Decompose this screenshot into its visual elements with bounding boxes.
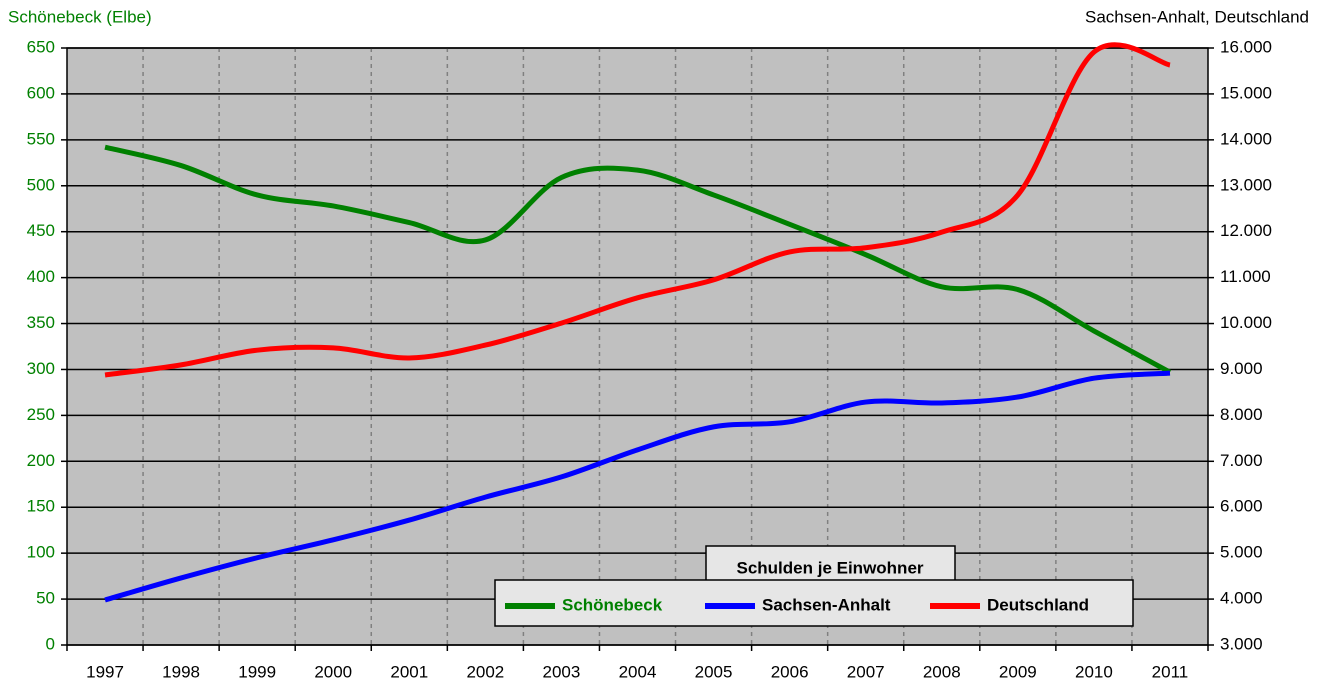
- y-tick-label: 600: [27, 83, 55, 102]
- y-tick-label: 550: [27, 129, 55, 148]
- y2-tick-label: 8.000: [1220, 405, 1263, 424]
- y2-tick-label: 14.000: [1220, 129, 1272, 148]
- y-tick-label: 50: [36, 589, 55, 608]
- legend-box: [494, 579, 1134, 627]
- x-tick-label: 1998: [162, 662, 200, 681]
- y2-tick-label: 5.000: [1220, 543, 1263, 562]
- x-tick-label: 1997: [86, 662, 124, 681]
- y-tick-label: 200: [27, 451, 55, 470]
- y2-tick-label: 15.000: [1220, 83, 1272, 102]
- x-tick-label: 2007: [847, 662, 885, 681]
- y2-tick-label: 9.000: [1220, 359, 1263, 378]
- y2-tick-label: 13.000: [1220, 175, 1272, 194]
- y2-tick-label: 16.000: [1220, 37, 1272, 56]
- x-tick-label: 2009: [999, 662, 1037, 681]
- y2-tick-label: 3.000: [1220, 634, 1263, 653]
- y-tick-label: 100: [27, 543, 55, 562]
- y-tick-label: 350: [27, 313, 55, 332]
- x-tick-label: 2004: [619, 662, 657, 681]
- x-tick-label: 2001: [390, 662, 428, 681]
- y-tick-label: 0: [46, 634, 55, 653]
- y2-axis-title: Sachsen-Anhalt, Deutschland: [1085, 7, 1309, 26]
- legend-title: Schulden je Einwohner: [736, 558, 923, 577]
- x-tick-label: 2010: [1075, 662, 1113, 681]
- y-axis-title: Schönebeck (Elbe): [8, 7, 152, 26]
- line-series: [104, 42, 1171, 378]
- legend-label: Deutschland: [987, 595, 1089, 614]
- y-tick-label: 450: [27, 221, 55, 240]
- legend-label: Sachsen-Anhalt: [762, 595, 891, 614]
- line-series: [104, 370, 1171, 603]
- x-tick-label: 2005: [695, 662, 733, 681]
- y-tick-label: 250: [27, 405, 55, 424]
- y-tick-label: 650: [27, 37, 55, 56]
- y2-tick-label: 6.000: [1220, 497, 1263, 516]
- x-tick-label: 2003: [543, 662, 581, 681]
- y-tick-label: 500: [27, 175, 55, 194]
- y2-tick-label: 12.000: [1220, 221, 1272, 240]
- y2-tick-label: 7.000: [1220, 451, 1263, 470]
- y2-tick-label: 11.000: [1220, 267, 1271, 286]
- y2-tick-label: 10.000: [1220, 313, 1272, 332]
- legend-label: Schönebeck: [562, 595, 663, 614]
- x-tick-label: 1999: [238, 662, 276, 681]
- x-tick-label: 2011: [1152, 662, 1189, 681]
- y-tick-label: 150: [27, 497, 55, 516]
- plot-area: [66, 47, 1209, 646]
- x-tick-label: 2006: [771, 662, 809, 681]
- x-tick-label: 2008: [923, 662, 961, 681]
- line-series: [104, 144, 1172, 375]
- x-tick-label: 2002: [466, 662, 504, 681]
- y2-tick-label: 4.000: [1220, 589, 1263, 608]
- y-tick-label: 300: [27, 359, 55, 378]
- y-tick-label: 400: [27, 267, 55, 286]
- x-tick-label: 2000: [314, 662, 352, 681]
